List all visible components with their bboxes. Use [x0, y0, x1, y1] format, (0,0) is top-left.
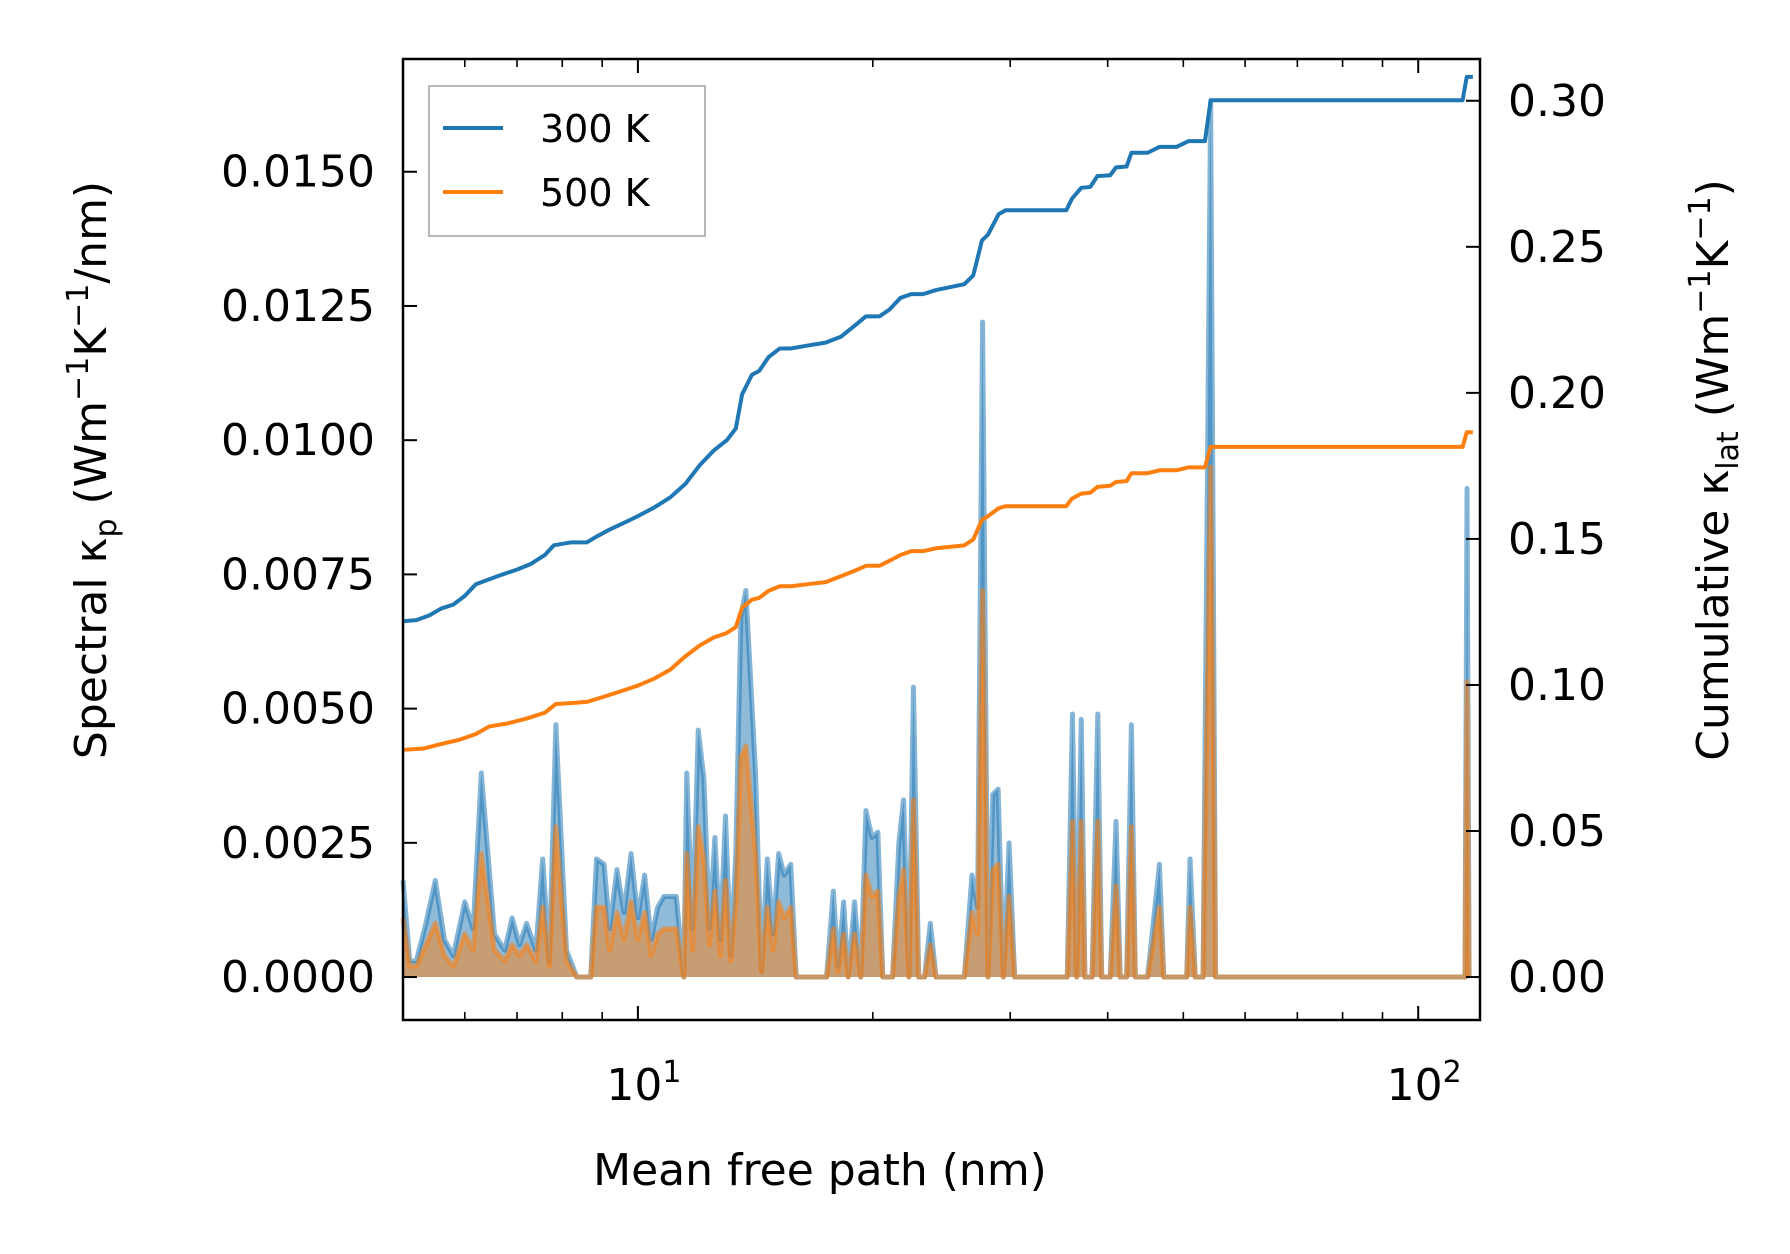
left-tick-label: 0.0050 — [221, 684, 375, 735]
right-tick-label: 0.00 — [1508, 952, 1606, 1003]
tick-marks — [402, 59, 1480, 1020]
x-tick-label: 101 — [606, 1055, 681, 1111]
cumulative-line-500k — [402, 430, 1473, 752]
left-tick-label: 0.0100 — [221, 415, 375, 466]
left-tick-label: 0.0125 — [221, 281, 375, 332]
x-axis-label: Mean free path (nm) — [593, 1145, 1047, 1196]
legend-label-500k: 500 K — [540, 171, 651, 215]
right-tick-label: 0.20 — [1508, 368, 1606, 419]
right-tick-labels: 0.00 0.05 0.10 0.15 0.20 0.25 0.30 — [1508, 76, 1606, 1003]
right-tick-label: 0.25 — [1508, 222, 1606, 273]
spectral-line-500k — [400, 464, 1472, 980]
legend-label-300k: 300 K — [540, 107, 651, 151]
legend: 300 K 500 K — [428, 85, 706, 237]
right-tick-label: 0.05 — [1508, 806, 1606, 857]
left-tick-label: 0.0150 — [221, 147, 375, 198]
left-tick-labels: 0.0000 0.0025 0.0050 0.0075 0.0100 0.012… — [221, 147, 375, 1003]
x-tick-labels: 101 102 — [606, 1055, 1461, 1111]
left-axis-label: Spectral κp (Wm−1K−1/nm) — [61, 181, 124, 759]
legend-box — [428, 85, 706, 237]
left-tick-label: 0.0025 — [221, 818, 375, 869]
x-tick-label: 102 — [1387, 1055, 1462, 1111]
right-tick-label: 0.10 — [1508, 660, 1606, 711]
right-axis-label: Cumulative κlat (Wm−1K−1) — [1683, 179, 1746, 761]
left-tick-label: 0.0000 — [221, 952, 375, 1003]
cumulative-line-300k — [402, 74, 1473, 624]
right-tick-label: 0.30 — [1508, 76, 1606, 127]
plot-marks — [400, 74, 1473, 980]
left-tick-label: 0.0075 — [221, 549, 375, 600]
right-tick-label: 0.15 — [1508, 514, 1606, 565]
